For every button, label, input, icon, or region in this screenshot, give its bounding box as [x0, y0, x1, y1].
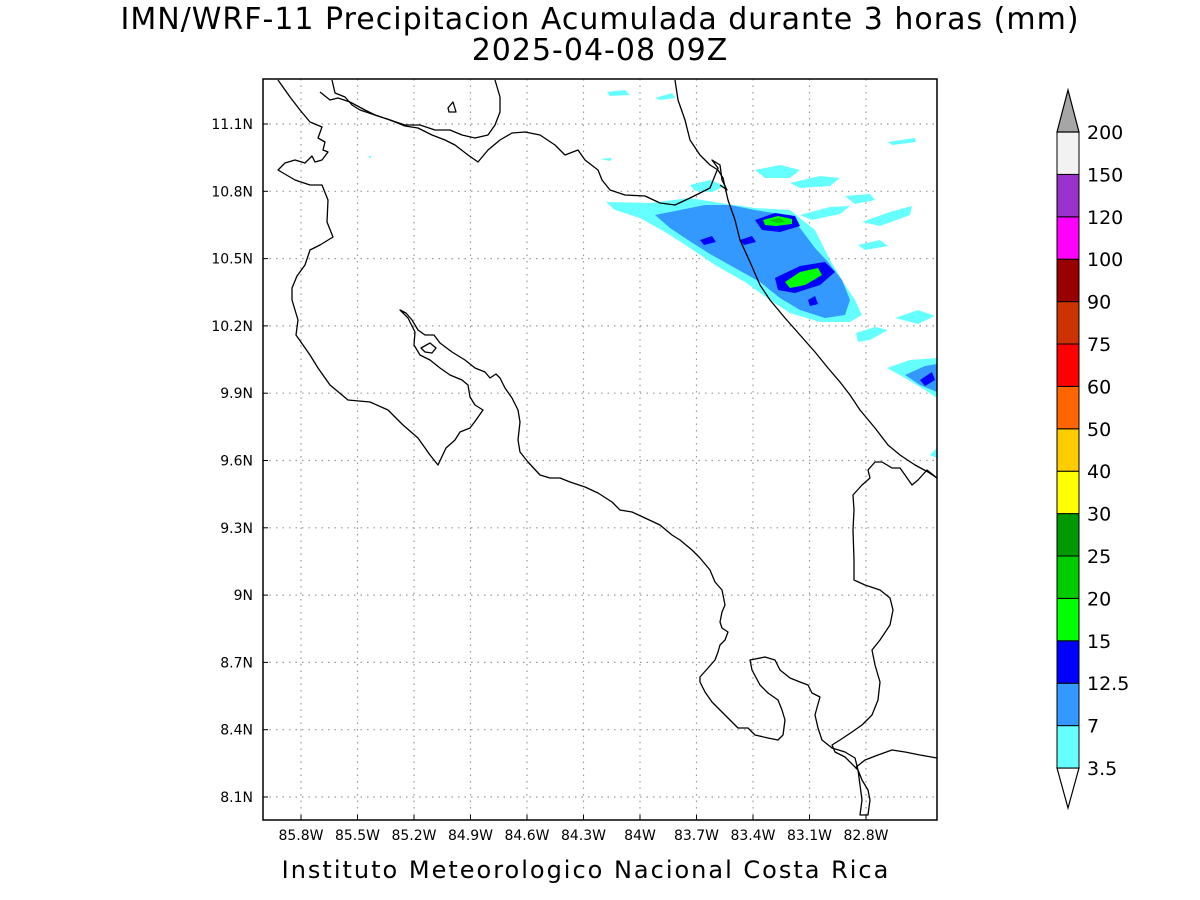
colorbar-lower-extension: [1056, 767, 1080, 811]
lon-tick-label: 84.3W: [561, 828, 606, 844]
colorbar-segment: [1056, 131, 1080, 175]
colorbar-label: 60: [1087, 376, 1111, 398]
map-area: [263, 79, 937, 820]
colorbar-label: 75: [1087, 334, 1111, 356]
colorbar-label: 3.5: [1087, 758, 1117, 780]
lat-tick-label: 11.1N: [211, 117, 253, 133]
colorbar-upper-extension: [1056, 87, 1080, 133]
map-frame: [262, 78, 938, 821]
colorbar-label: 30: [1087, 504, 1111, 526]
colorbar-segment: [1056, 428, 1080, 472]
lat-tick-label: 9N: [234, 588, 253, 604]
colorbar-label: 200: [1087, 122, 1123, 144]
lat-tick-label: 10.2N: [211, 319, 253, 335]
lon-tick-label: 83.7W: [674, 828, 719, 844]
colorbar-segment: [1056, 301, 1080, 345]
precip-band-20: [770, 218, 786, 223]
colorbar-segment: [1056, 385, 1080, 430]
colorbar-segment: [1056, 555, 1080, 599]
coastlines: [277, 79, 938, 816]
colorbar-segment: [1056, 470, 1080, 515]
colorbar-label: 50: [1087, 419, 1111, 441]
lat-tick-label: 8.1N: [220, 790, 253, 806]
colorbar-segment: [1056, 343, 1080, 387]
colorbar-segment: [1056, 258, 1080, 303]
colorbar-label: 15: [1087, 631, 1111, 653]
precipitation-field: [368, 90, 937, 458]
colorbar-label: 100: [1087, 249, 1123, 271]
lat-tick-label: 10.8N: [211, 184, 253, 200]
lat-tick-label: 9.3N: [220, 521, 253, 537]
colorbar-segment: [1056, 216, 1080, 260]
lon-tick-label: 84.9W: [448, 828, 493, 844]
colorbar-segment: [1056, 725, 1080, 769]
colorbar-label: 25: [1087, 546, 1111, 568]
lon-tick-label: 84W: [624, 828, 656, 844]
longitude-labels: 85.8W 85.5W 85.2W 84.9W 84.6W 84.3W 84W 83.7W 83…: [278, 828, 888, 844]
lon-tick-label: 82.8W: [843, 828, 888, 844]
lat-tick-label: 9.6N: [220, 454, 253, 470]
colorbar-segment: [1056, 173, 1080, 218]
colorbar-label: 120: [1087, 207, 1123, 229]
colorbar-segment: [1056, 640, 1080, 684]
lon-tick-label: 84.6W: [504, 828, 549, 844]
colorbar-label: 90: [1087, 292, 1111, 314]
lat-tick-label: 10.5N: [211, 252, 253, 268]
colorbar-label: 150: [1087, 164, 1123, 186]
lon-tick-label: 83.4W: [730, 828, 775, 844]
colorbar-segment: [1056, 597, 1080, 642]
colorbar-segment: [1056, 682, 1080, 727]
lon-tick-label: 85.2W: [391, 828, 436, 844]
map-title: IMN/WRF-11 Precipitacion Acumulada duran…: [120, 2, 1080, 37]
lat-tick-label: 8.7N: [220, 655, 253, 671]
lon-tick-label: 83.1W: [787, 828, 832, 844]
colorbar: 3.5 7 12.5 15 20 25 30 40 50 60 75 90 100 120 150 200: [1056, 87, 1129, 811]
lat-tick-label: 8.4N: [220, 723, 253, 739]
latitude-labels: 11.1N 10.8N 10.5N 10.2N 9.9N 9.6N 9.3N 9N 8.7N 8.…: [211, 117, 253, 806]
lon-tick-label: 85.8W: [278, 828, 323, 844]
colorbar-label: 7: [1087, 716, 1099, 738]
lat-tick-label: 9.9N: [220, 386, 253, 402]
colorbar-label: 40: [1087, 461, 1111, 483]
colorbar-label: 12.5: [1087, 673, 1129, 695]
footer-credit: Instituto Meteorologico Nacional Costa R…: [281, 856, 891, 884]
lon-tick-label: 85.5W: [335, 828, 380, 844]
colorbar-segment: [1056, 513, 1080, 557]
colorbar-label: 20: [1087, 588, 1111, 610]
map-valid-time: 2025-04-08 09Z: [471, 33, 729, 68]
